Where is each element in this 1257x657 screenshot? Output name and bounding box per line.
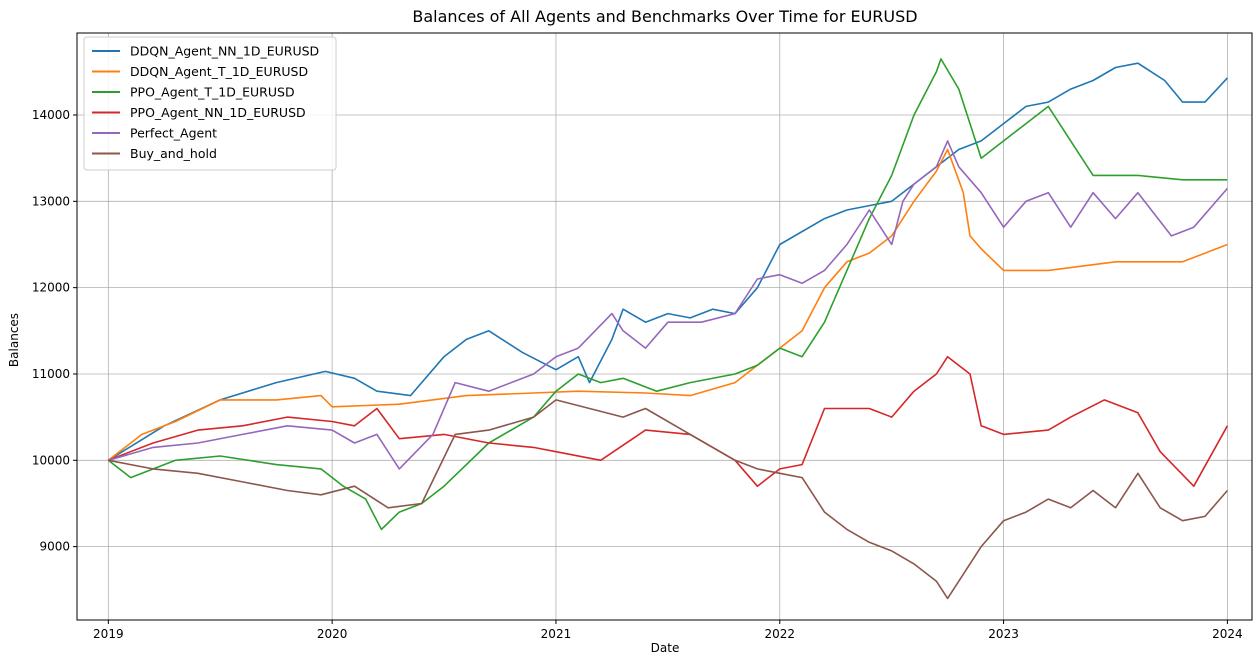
legend: DDQN_Agent_NN_1D_EURUSD DDQN_Agent_T_1D_E…: [83, 36, 337, 171]
y-tick-label: 11000: [32, 367, 70, 381]
y-tick-label: 14000: [32, 108, 70, 122]
legend-label: DDQN_Agent_T_1D_EURUSD: [130, 64, 308, 79]
y-tick-label: 13000: [32, 194, 70, 208]
series-line-1: [107, 148, 1228, 461]
y-tick-label: 12000: [32, 281, 70, 295]
plot-frame: [76, 32, 1253, 621]
series-line-4: [108, 140, 1229, 470]
series-line-3: [108, 355, 1229, 488]
legend-label: Buy_and_hold: [130, 146, 217, 161]
x-tick-label: 2020: [317, 627, 348, 641]
x-axis-label: Date: [651, 641, 680, 655]
y-tick-label: 9000: [39, 540, 70, 554]
x-tick-label: 2024: [1212, 627, 1243, 641]
legend-box: [83, 36, 337, 171]
y-axis-label: Balances: [7, 313, 21, 367]
legend-label: DDQN_Agent_NN_1D_EURUSD: [130, 44, 319, 59]
legend-label: PPO_Agent_T_1D_EURUSD: [130, 85, 295, 100]
x-tick-label: 2019: [93, 627, 124, 641]
chart-title: Balances of All Agents and Benchmarks Ov…: [412, 7, 917, 26]
y-tick-label: 10000: [32, 453, 70, 467]
x-tick-label: 2021: [541, 627, 572, 641]
series-line-2: [107, 58, 1228, 531]
legend-label: PPO_Agent_NN_1D_EURUSD: [130, 105, 306, 120]
series-layer: [107, 58, 1229, 600]
series-line-5: [108, 399, 1229, 600]
legend-label: Perfect_Agent: [130, 126, 217, 141]
x-axis: 2019 2020 2021 2022 2023 2024: [93, 620, 1243, 641]
y-axis: 9000 10000 11000 12000 13000 14000: [32, 108, 77, 554]
x-tick-label: 2022: [764, 627, 795, 641]
x-tick-label: 2023: [988, 627, 1019, 641]
